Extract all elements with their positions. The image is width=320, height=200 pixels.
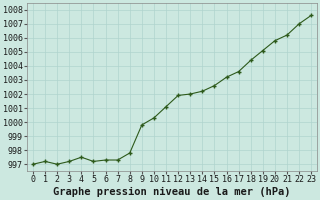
X-axis label: Graphe pression niveau de la mer (hPa): Graphe pression niveau de la mer (hPa) [53, 187, 291, 197]
